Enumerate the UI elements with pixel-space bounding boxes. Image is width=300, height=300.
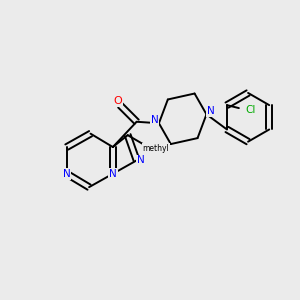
Text: N: N	[63, 169, 71, 179]
Text: methyl: methyl	[142, 144, 169, 153]
Text: Cl: Cl	[246, 105, 256, 115]
Text: O: O	[113, 96, 122, 106]
Text: N: N	[207, 106, 215, 116]
Text: N: N	[151, 115, 158, 125]
Text: N: N	[137, 155, 145, 165]
Text: N: N	[109, 169, 117, 179]
